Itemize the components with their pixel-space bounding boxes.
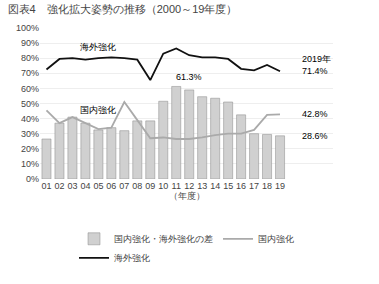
- svg-text:70%: 70%: [21, 68, 39, 78]
- svg-text:2019年: 2019年: [302, 54, 331, 64]
- svg-text:80%: 80%: [21, 53, 39, 63]
- svg-text:04: 04: [80, 181, 90, 191]
- svg-text:09: 09: [145, 181, 155, 191]
- svg-text:05: 05: [93, 181, 103, 191]
- svg-text:国内強化: 国内強化: [258, 234, 294, 244]
- svg-text:42.8%: 42.8%: [302, 109, 328, 119]
- svg-text:20%: 20%: [21, 144, 39, 154]
- svg-text:16: 16: [236, 181, 246, 191]
- svg-text:19: 19: [275, 181, 285, 191]
- svg-text:40%: 40%: [21, 114, 39, 124]
- svg-text:06: 06: [106, 181, 116, 191]
- svg-text:01: 01: [41, 181, 51, 191]
- svg-text:13: 13: [197, 181, 207, 191]
- svg-text:0%: 0%: [26, 174, 39, 184]
- svg-text:海外強化: 海外強化: [80, 42, 116, 52]
- svg-text:国内強化: 国内強化: [80, 105, 116, 115]
- svg-text:14: 14: [210, 181, 220, 191]
- svg-text:11: 11: [172, 181, 181, 191]
- svg-text:28.6%: 28.6%: [302, 131, 328, 141]
- svg-text:海外強化: 海外強化: [114, 253, 150, 263]
- svg-text:30%: 30%: [21, 129, 39, 139]
- svg-text:03: 03: [67, 181, 77, 191]
- svg-text:90%: 90%: [21, 38, 39, 48]
- svg-text:61.3%: 61.3%: [176, 72, 202, 82]
- svg-text:15: 15: [223, 181, 233, 191]
- svg-text:71.4%: 71.4%: [302, 66, 328, 76]
- svg-text:60%: 60%: [21, 84, 39, 94]
- svg-text:（年度）: （年度）: [169, 191, 205, 201]
- svg-text:07: 07: [119, 181, 129, 191]
- svg-text:10: 10: [158, 181, 168, 191]
- svg-text:10%: 10%: [21, 159, 39, 169]
- svg-text:図表4 強化拡大姿勢の推移（2000～19年度）: 図表4 強化拡大姿勢の推移（2000～19年度）: [8, 3, 238, 15]
- svg-text:18: 18: [262, 181, 272, 191]
- svg-text:50%: 50%: [21, 99, 39, 109]
- svg-text:17: 17: [249, 181, 259, 191]
- svg-text:08: 08: [132, 181, 142, 191]
- svg-text:国内強化・海外強化の差: 国内強化・海外強化の差: [114, 234, 213, 244]
- svg-text:12: 12: [184, 181, 194, 191]
- svg-text:02: 02: [54, 181, 64, 191]
- svg-text:100%: 100%: [16, 23, 39, 33]
